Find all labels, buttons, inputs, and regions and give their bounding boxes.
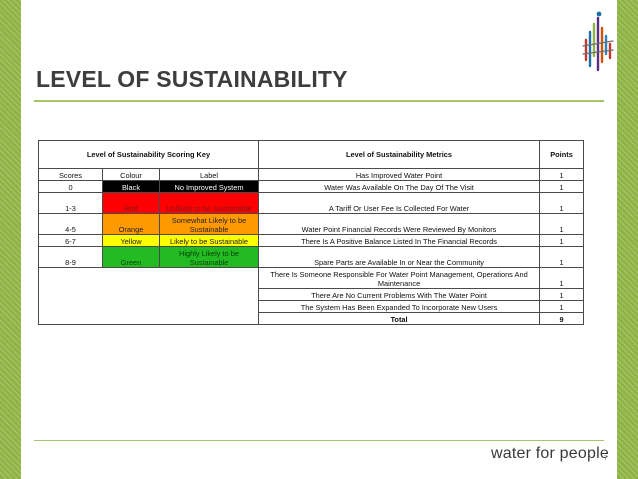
scores-column-header: Scores [38, 168, 103, 181]
label-cell: Highly Likely to be Sustainable [158, 246, 260, 268]
label-cell: Likely to be Sustainable [158, 234, 260, 247]
total-label: Total [258, 312, 541, 325]
slide-title: LEVEL OF SUSTAINABILITY [36, 66, 348, 92]
metric-cell: Water Was Available On The Day Of The Vi… [258, 180, 541, 193]
metric-cell: There Are No Current Problems With The W… [258, 288, 541, 301]
table-row: 4-5 Orange Somewhat Likely to be Sustain… [38, 213, 585, 235]
page-number: 7 [604, 456, 608, 462]
table-row: 1-3 Red Unlikely to be Sustainable A Tar… [38, 192, 585, 214]
score-cell: 0 [38, 180, 103, 193]
score-cell: 1-3 [38, 192, 103, 214]
metric-cell: The System Has Been Expanded To Incorpor… [258, 300, 541, 313]
points-cell: 1 [539, 246, 585, 268]
metrics-header: Level of Sustainability Metrics [258, 140, 541, 169]
points-cell: 1 [539, 234, 585, 247]
scoring-key-header: Level of Sustainability Scoring Key [37, 140, 260, 169]
points-cell: 1 [539, 168, 585, 181]
slide: LEVEL OF SUSTAINABILITY Level of Sustain… [21, 0, 617, 479]
points-cell: 1 [539, 180, 585, 193]
table-row: 0 Black No Improved System Water Was Ava… [38, 180, 585, 193]
brand-wordmark: water for people [491, 445, 609, 462]
points-cell: 1 [539, 288, 585, 301]
footer-divider [34, 440, 604, 441]
label-cell: Somewhat Likely to be Sustainable [158, 213, 260, 235]
empty-key-area [37, 267, 260, 325]
left-decorative-stripe [0, 0, 21, 479]
points-cell: 1 [539, 213, 585, 235]
colour-cell-green: Green [102, 246, 160, 268]
points-cell: 1 [539, 192, 585, 214]
metric-cell: Water Point Financial Records Were Revie… [258, 213, 541, 235]
colour-cell-black: Black [102, 180, 160, 193]
title-divider [34, 100, 604, 102]
metric-cell: A Tariff Or User Fee Is Collected For Wa… [258, 192, 541, 214]
colour-cell-red: Red [102, 192, 160, 214]
total-row: Total 9 [39, 312, 585, 325]
table-row: There Is Someone Responsible For Water P… [37, 267, 585, 325]
points-cell: 1 [539, 300, 585, 313]
water-for-people-logo-icon [582, 11, 614, 72]
label-column-header: Label [158, 168, 260, 181]
sustainability-table: Level of Sustainability Scoring Key Leve… [37, 140, 585, 325]
score-cell: 4-5 [38, 213, 103, 235]
points-header: Points [539, 140, 585, 169]
colour-column-header: Colour [102, 168, 160, 181]
metric-cell: Spare Parts are Available In or Near the… [258, 246, 541, 268]
table-header-row: Level of Sustainability Scoring Key Leve… [37, 140, 585, 169]
right-decorative-stripe [617, 0, 638, 479]
metric-cell: There Is Someone Responsible For Water P… [258, 267, 541, 289]
total-points: 9 [539, 312, 585, 325]
colour-cell-yellow: Yellow [102, 234, 160, 247]
table-row: 6-7 Yellow Likely to be Sustainable Ther… [38, 234, 585, 247]
table-row: 8-9 Green Highly Likely to be Sustainabl… [38, 246, 585, 268]
colour-cell-orange: Orange [102, 213, 160, 235]
label-cell: Unlikely to be Sustainable [158, 192, 260, 214]
table-row: Scores Colour Label Has Improved Water P… [38, 168, 585, 181]
metric-cell: There Is A Positive Balance Listed In Th… [258, 234, 541, 247]
label-cell: No Improved System [158, 180, 260, 193]
score-cell: 8-9 [38, 246, 103, 268]
score-cell: 6-7 [38, 234, 103, 247]
points-cell: 1 [539, 267, 585, 289]
metric-cell: Has Improved Water Point [258, 168, 541, 181]
